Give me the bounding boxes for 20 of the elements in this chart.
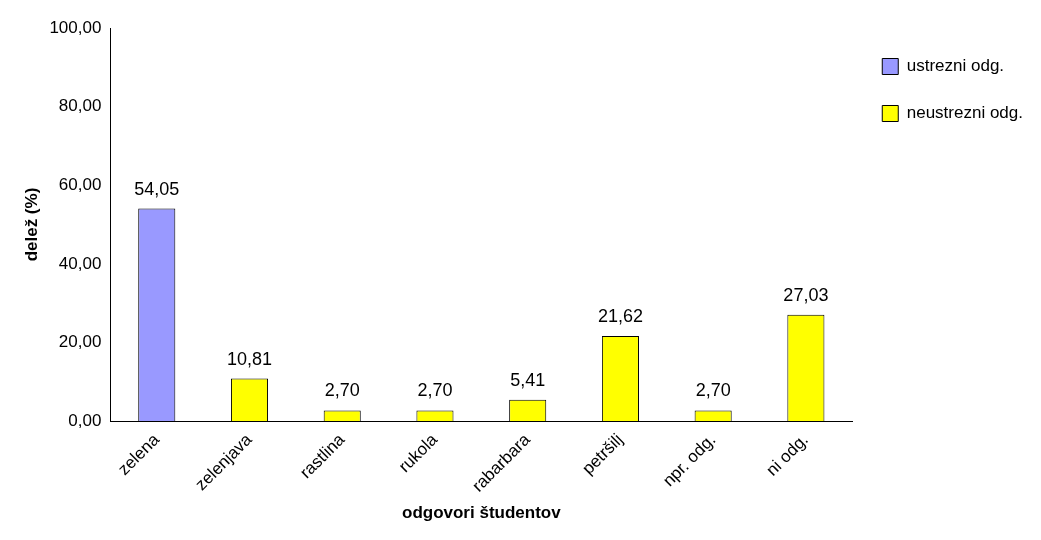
data-label: 10,81 xyxy=(226,348,273,369)
legend-label: neustrezni odg. xyxy=(906,103,1024,123)
y-axis-title: delež (%) xyxy=(21,187,41,262)
data-label: 5,41 xyxy=(510,369,546,390)
data-label: 21,62 xyxy=(597,306,643,327)
data-label: 2,70 xyxy=(324,380,360,401)
data-label: 2,70 xyxy=(695,380,731,401)
legend-label: ustrezni odg. xyxy=(906,56,1005,76)
x-axis-title: odgovori študentov xyxy=(401,503,562,523)
data-label: 27,03 xyxy=(783,284,829,305)
data-label: 2,70 xyxy=(417,380,453,401)
y-tick-label: 20,00 xyxy=(58,332,102,352)
data-label: 54,05 xyxy=(134,178,180,199)
x-tick-label: npr. odg. xyxy=(659,429,720,491)
y-tick-label: 60,00 xyxy=(58,174,102,194)
y-tick-label: 40,00 xyxy=(58,253,102,273)
y-tick-label: 0,00 xyxy=(68,410,102,430)
y-tick-label: 100,00 xyxy=(49,17,102,37)
x-tick-label: ni odg. xyxy=(762,429,813,480)
y-tick-label: 80,00 xyxy=(58,96,102,116)
